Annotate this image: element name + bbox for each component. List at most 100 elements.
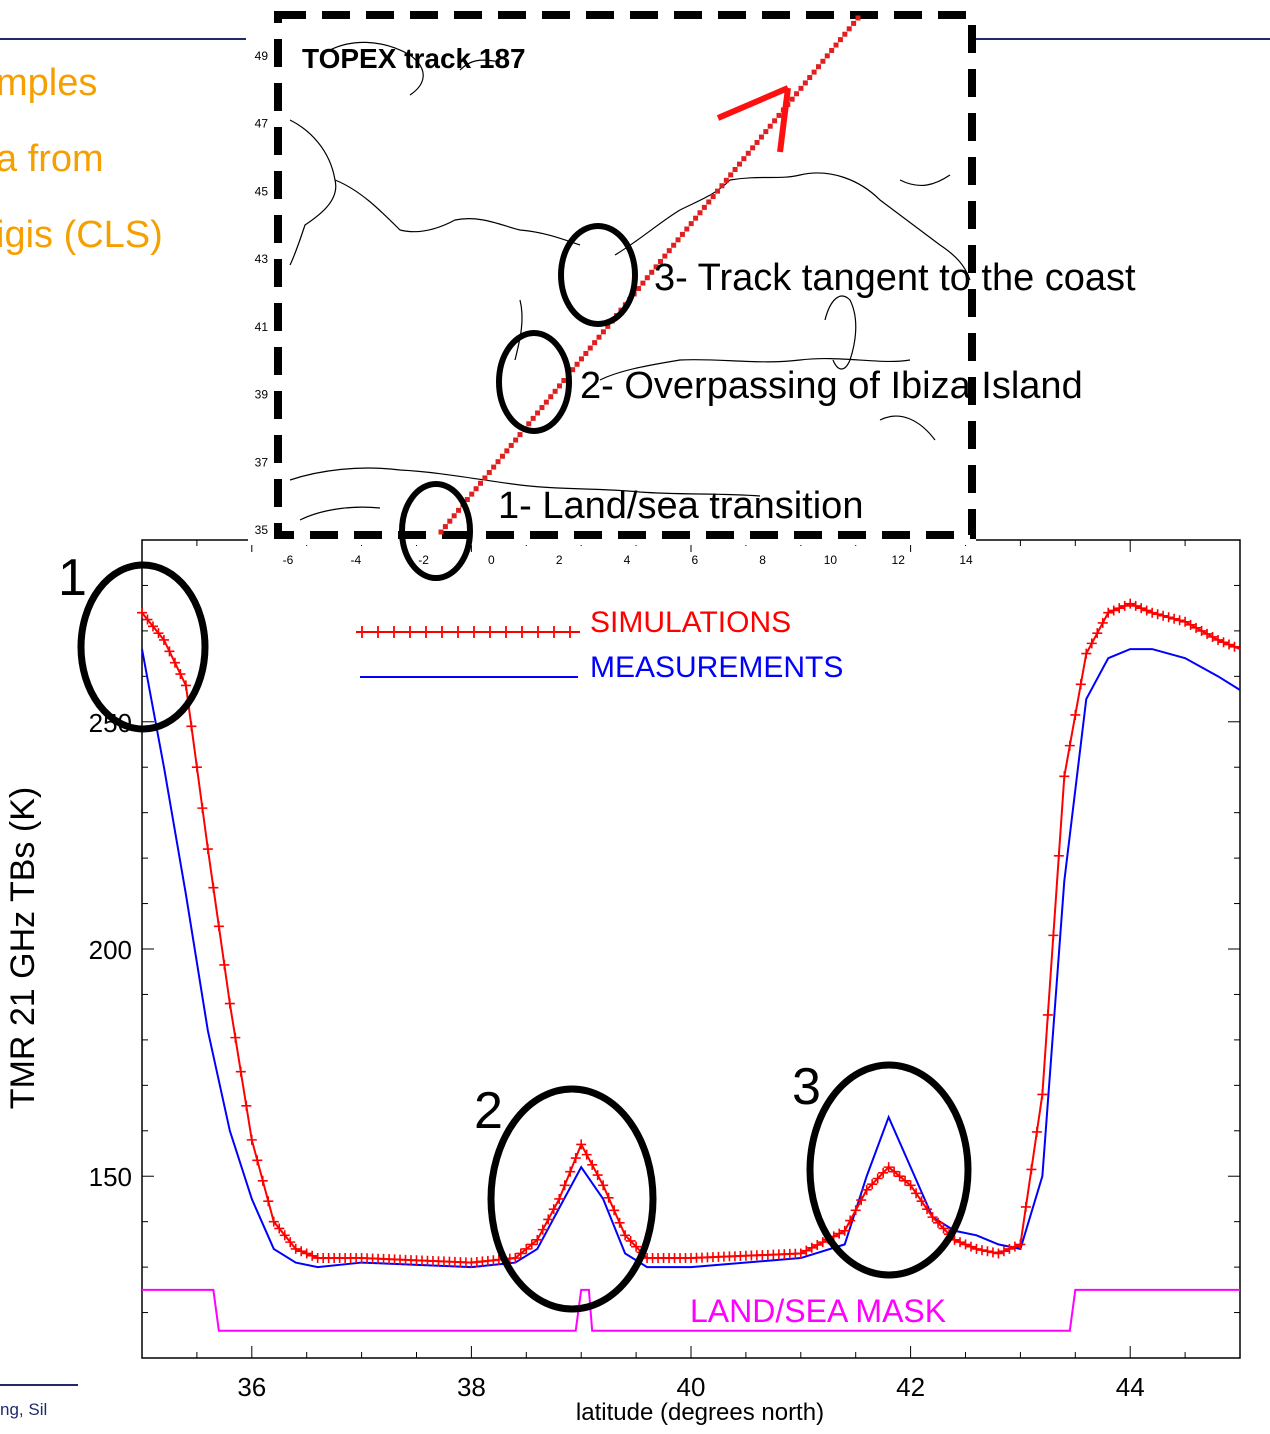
track-point: [543, 399, 549, 405]
data-marker: [290, 1243, 301, 1254]
data-marker: [1141, 605, 1152, 616]
track-point: [649, 269, 655, 275]
data-marker: [142, 614, 153, 625]
data-marker: [235, 1066, 246, 1077]
map-lon-label: 0: [488, 553, 495, 567]
track-point: [557, 383, 563, 389]
data-marker: [883, 1162, 894, 1173]
track-point: [473, 486, 479, 492]
annotations: 3- Track tangent to the coast 2- Overpas…: [58, 223, 1136, 1313]
data-marker: [965, 1241, 976, 1252]
data-marker: [976, 1245, 987, 1256]
track-point: [653, 264, 659, 270]
data-marker: [1152, 609, 1163, 620]
map-lon-label: 14: [959, 553, 973, 567]
map-lat-label: 43: [255, 252, 269, 266]
track-point: [657, 258, 663, 264]
x-axis-label: latitude (degrees north): [576, 1399, 824, 1426]
track-point: [464, 497, 470, 503]
map-lat-label: 49: [255, 49, 269, 63]
data-marker: [993, 1248, 1004, 1259]
track-point: [478, 480, 484, 486]
data-marker: [570, 1153, 581, 1164]
map-lon-label: 4: [624, 553, 631, 567]
data-marker: [1037, 1089, 1048, 1100]
track-point: [837, 37, 843, 43]
map-lat-label: 35: [255, 523, 269, 537]
map-lon-label: 6: [691, 553, 698, 567]
legend: SIMULATIONS MEASUREMENTS: [356, 606, 843, 684]
data-marker: [526, 1239, 537, 1250]
data-marker: [1119, 600, 1130, 611]
track-point: [495, 459, 501, 465]
slide-text-line-1: mples: [0, 62, 98, 104]
legend-marker: [372, 626, 384, 638]
data-marker: [202, 844, 213, 855]
data-marker: [230, 1032, 241, 1043]
track-point: [802, 80, 808, 86]
data-marker: [998, 1246, 1009, 1257]
data-marker: [834, 1228, 845, 1239]
track-point: [833, 42, 839, 48]
track-point: [592, 340, 598, 346]
track-point: [447, 518, 453, 524]
data-marker: [927, 1212, 938, 1223]
data-marker: [845, 1215, 856, 1226]
legend-marker: [420, 626, 432, 638]
data-marker: [625, 1235, 636, 1246]
data-marker: [916, 1196, 927, 1207]
data-marker: [252, 1155, 263, 1166]
track-point: [789, 96, 795, 102]
data-marker: [548, 1204, 559, 1215]
data-marker: [1213, 634, 1224, 645]
data-marker: [307, 1250, 318, 1261]
track-point: [499, 453, 505, 459]
map-lat-label: 45: [255, 184, 269, 198]
data-marker: [1180, 616, 1191, 627]
track-point: [662, 253, 668, 259]
data-marker: [1092, 628, 1103, 639]
track-point: [442, 524, 448, 530]
chart-circle-1: [77, 561, 209, 733]
data-marker: [1103, 607, 1114, 618]
series-line-measurements: [141, 648, 1241, 1269]
data-marker: [1185, 619, 1196, 630]
data-marker: [817, 1237, 828, 1248]
data-marker: [1075, 679, 1086, 690]
legend-marker: [452, 626, 464, 638]
track-point: [846, 26, 852, 32]
legend-label-measurements: MEASUREMENTS: [590, 651, 843, 684]
data-marker: [1158, 610, 1169, 621]
data-marker: [592, 1170, 603, 1181]
track-point: [640, 280, 646, 286]
track-arrow-right: [777, 87, 791, 153]
track-point: [763, 129, 769, 135]
data-marker: [1048, 930, 1059, 941]
callout-1: 1- Land/sea transition: [498, 485, 863, 527]
data-marker: [581, 1149, 592, 1160]
coastlines: [289, 41, 971, 521]
x-tick-label: 36: [237, 1372, 266, 1402]
map-circle-3: [558, 223, 638, 327]
track-point: [706, 199, 712, 205]
map-circle-1: [399, 481, 473, 581]
track-point: [675, 237, 681, 243]
data-marker: [268, 1216, 279, 1227]
legend-marker: [468, 626, 480, 638]
data-marker: [576, 1139, 587, 1150]
data-marker: [1059, 771, 1070, 782]
x-tick-label: 40: [677, 1372, 706, 1402]
track-point: [679, 231, 685, 237]
callout-3: 3- Track tangent to the coast: [654, 257, 1136, 299]
series-lines: [137, 598, 1241, 1332]
data-marker: [922, 1204, 933, 1215]
x-tick-label: 38: [457, 1372, 486, 1402]
track-point: [842, 31, 848, 37]
data-marker: [1229, 641, 1240, 652]
data-marker: [971, 1243, 982, 1254]
track-point: [693, 215, 699, 221]
data-marker: [537, 1224, 548, 1235]
data-marker: [894, 1171, 905, 1182]
data-marker: [510, 1253, 521, 1264]
